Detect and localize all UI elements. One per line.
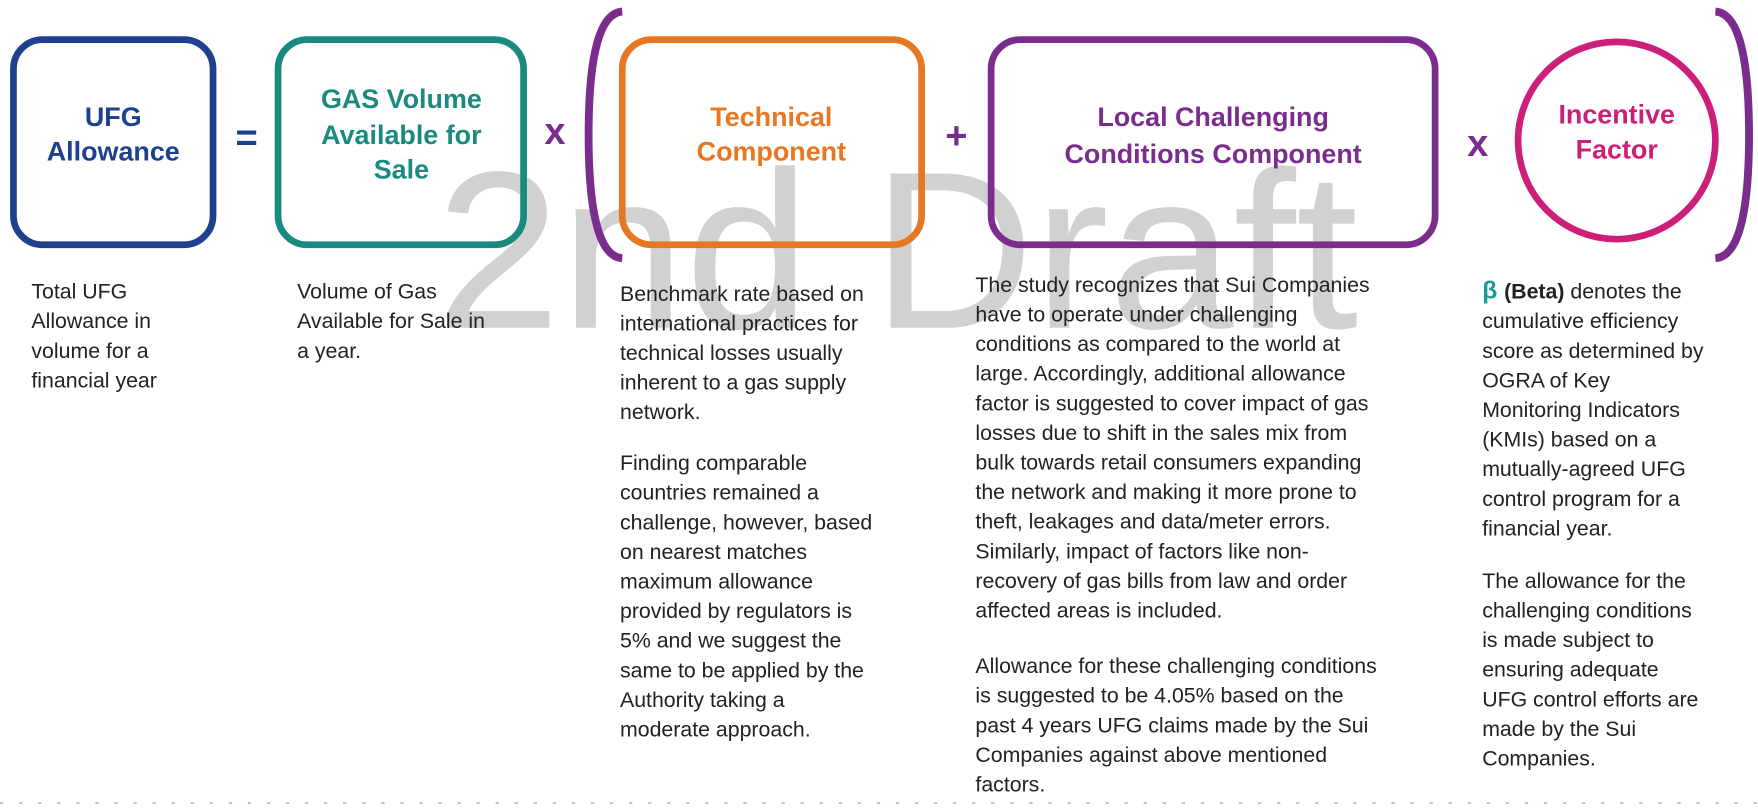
description-line: β (Beta) denotes the <box>1482 278 1681 305</box>
term-box <box>987 36 1439 249</box>
description-line: The allowance for the <box>1482 569 1686 593</box>
term-label: Conditions Component <box>1064 139 1361 169</box>
description-line: is suggested to be 4.05% based on the <box>975 684 1343 708</box>
description-line: a year. <box>297 339 361 363</box>
term-label: Incentive <box>1558 100 1675 130</box>
term-label: Allowance <box>47 137 180 167</box>
description-line: conditions as compared to the world at <box>975 332 1340 356</box>
operator: = <box>236 118 258 160</box>
description-line: (KMIs) based on a <box>1482 428 1656 452</box>
description-line: Authority taking a <box>620 688 785 712</box>
description-line: past 4 years UFG claims made by the Sui <box>975 713 1368 737</box>
term-box <box>10 36 217 249</box>
description-line: factors. <box>975 772 1045 796</box>
description-line: moderate approach. <box>620 718 811 742</box>
right-bracket <box>1714 7 1753 263</box>
term-circle <box>1514 38 1719 243</box>
description-line: The study recognizes that Sui Companies <box>975 273 1369 297</box>
description-line: OGRA of Key <box>1482 368 1610 392</box>
description-line: score as determined by <box>1482 339 1704 363</box>
operator: x <box>1467 123 1488 165</box>
description-line: large. Accordingly, additional allowance <box>975 362 1345 386</box>
description-line: inherent to a gas supply <box>620 371 846 395</box>
description-line: financial year <box>31 368 156 392</box>
description-line: bulk towards retail consumers expanding <box>975 450 1361 474</box>
description-line: Finding comparable <box>620 451 807 475</box>
description-segment: denotes the <box>1570 280 1681 304</box>
description-line: on nearest matches <box>620 540 807 564</box>
description-line: Companies against above mentioned <box>975 743 1327 767</box>
description-line: 5% and we suggest the <box>620 629 841 653</box>
description-line: technical losses usually <box>620 341 843 365</box>
description-line: same to be applied by the <box>620 658 864 682</box>
description-line: challenging conditions <box>1482 598 1692 622</box>
description-line: countries remained a <box>620 481 819 505</box>
description-line: mutually-agreed UFG <box>1482 457 1686 481</box>
description-line: Companies. <box>1482 746 1596 770</box>
operator: + <box>945 115 967 157</box>
description-segment: β <box>1482 278 1504 305</box>
description-line: Total UFG <box>31 280 127 304</box>
description-line: network. <box>620 400 701 424</box>
description-segment: (Beta) <box>1504 280 1570 304</box>
term-label: Available for <box>321 120 482 150</box>
description-line: Allowance for these challenging conditio… <box>975 654 1376 678</box>
description-line: financial year. <box>1482 516 1612 540</box>
term-label: Component <box>697 137 846 167</box>
description-line: provided by regulators is <box>620 599 852 623</box>
description-line: made by the Sui <box>1482 717 1636 741</box>
description-line: is made subject to <box>1482 628 1654 652</box>
description-line: Volume of Gas <box>297 280 437 304</box>
description-line: Monitoring Indicators <box>1482 398 1680 422</box>
description-line: cumulative efficiency <box>1482 309 1678 333</box>
description-line: factor is suggested to cover impact of g… <box>975 391 1368 415</box>
description-line: Allowance in <box>31 309 151 333</box>
term-box <box>274 36 527 249</box>
term-label: Technical <box>710 102 832 132</box>
description-line: losses due to shift in the sales mix fro… <box>975 421 1347 445</box>
term-label: Factor <box>1576 134 1659 164</box>
description-line: Available for Sale in <box>297 309 485 333</box>
description-line: maximum allowance <box>620 570 813 594</box>
term-label: Sale <box>374 155 429 185</box>
description-line: have to operate under challenging <box>975 302 1297 326</box>
description-line: affected areas is included. <box>975 598 1222 622</box>
description-line: UFG control efforts are <box>1482 687 1698 711</box>
description-line: ensuring adequate <box>1482 658 1658 682</box>
description-line: volume for a <box>31 339 148 363</box>
description-line: recovery of gas bills from law and order <box>975 569 1347 593</box>
term-label: UFG <box>85 102 142 132</box>
description-line: control program for a <box>1482 487 1680 511</box>
operator: x <box>544 111 565 153</box>
description-line: Benchmark rate based on <box>620 282 864 306</box>
term-box <box>618 36 925 249</box>
description-line: the network and making it more prone to <box>975 480 1356 504</box>
term-label: Local Challenging <box>1097 102 1329 132</box>
description-line: international practices for <box>620 311 858 335</box>
term-label: GAS Volume <box>321 84 482 114</box>
left-bracket <box>584 7 624 263</box>
description-line: Similarly, impact of factors like non- <box>975 539 1308 563</box>
description-line: challenge, however, based <box>620 510 872 534</box>
description-line: theft, leakages and data/meter errors. <box>975 510 1330 534</box>
